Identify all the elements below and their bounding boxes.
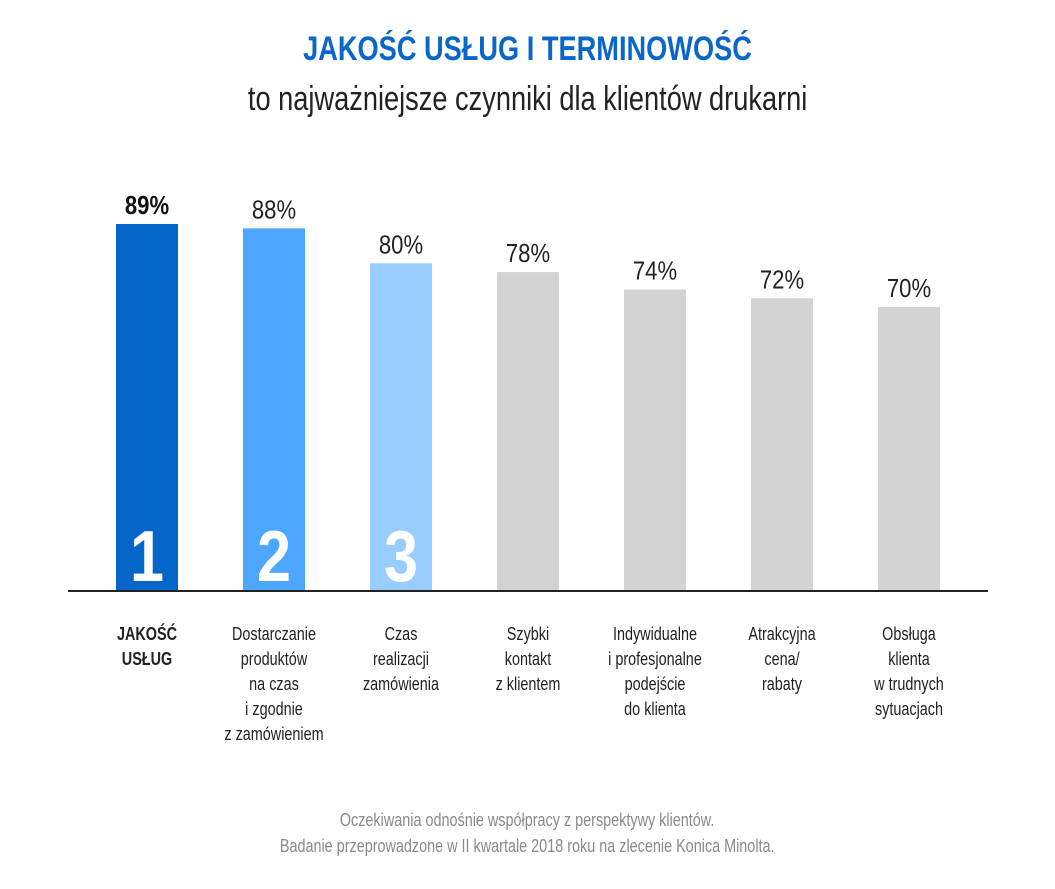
bar bbox=[751, 298, 813, 591]
bar bbox=[878, 307, 940, 591]
chart-subtitle: to najważniejsze czynniki dla klientów d… bbox=[247, 80, 808, 118]
value-label: 72% bbox=[760, 266, 804, 295]
category-label: Atrakcyjna cena/rabaty bbox=[748, 624, 816, 694]
category-label: JAKOŚĆ USŁUG bbox=[116, 624, 177, 669]
chart-title: JAKOŚĆ USŁUG I TERMINOWOŚĆ bbox=[303, 30, 752, 68]
rank-number: 2 bbox=[257, 517, 291, 597]
value-label: 89% bbox=[125, 191, 169, 220]
bar bbox=[243, 228, 305, 591]
value-label: 80% bbox=[379, 231, 423, 260]
value-label: 70% bbox=[887, 274, 931, 303]
value-label: 74% bbox=[633, 257, 677, 286]
category-label: Dostarczanie produktów na czas i zgodnie z z… bbox=[224, 624, 324, 744]
value-label: 78% bbox=[506, 239, 550, 268]
bar bbox=[624, 289, 686, 591]
rank-number: 3 bbox=[384, 517, 418, 597]
category-label: Obsługa klienta w trudnych sytuacjach bbox=[874, 624, 944, 719]
bar bbox=[497, 272, 559, 591]
bar bbox=[370, 263, 432, 591]
footer-note-1: Oczekiwania odnośnie współpracy z perspe… bbox=[340, 810, 715, 830]
value-label: 88% bbox=[252, 196, 296, 225]
category-label: Czas realizacji zamówienia bbox=[362, 624, 440, 694]
category-label: Indywidualne i profesjonalne podejście do k… bbox=[608, 624, 702, 719]
rank-number: 1 bbox=[130, 517, 164, 597]
bar bbox=[116, 224, 178, 591]
footer-note-2: Badanie przeprowadzone w II kwartale 201… bbox=[280, 836, 775, 856]
category-label: Szybki kontakt z klientem bbox=[495, 624, 561, 694]
